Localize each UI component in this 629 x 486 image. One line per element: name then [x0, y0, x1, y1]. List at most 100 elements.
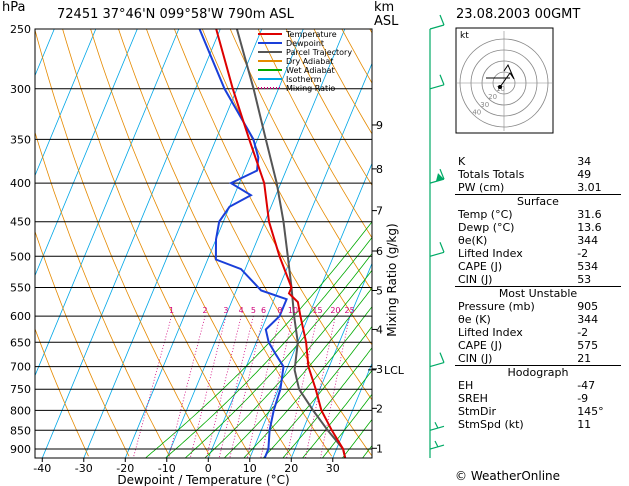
stat-label: Pressure (mb): [458, 300, 535, 313]
weatheronline-credit: © WeatherOnline: [455, 469, 561, 483]
stat-value: -2: [577, 247, 589, 260]
stat-label: CAPE (J): [458, 339, 503, 352]
stat-label: StmSpd (kt): [458, 418, 524, 431]
stat-label: θe(K): [458, 234, 488, 247]
pressure-tick-label: 300: [10, 83, 31, 96]
stat-value: 53: [577, 273, 592, 286]
wet-adiabat-line: [165, 236, 372, 458]
km-tick-label: 2: [376, 402, 383, 415]
dry-adiabat-line: [35, 29, 211, 457]
stat-label: θe (K): [458, 313, 491, 326]
wet-adiabat-line: [243, 306, 372, 458]
stat-value: 534: [577, 260, 599, 273]
hodograph-section-title: Hodograph: [455, 365, 621, 379]
wind-barb-staff: [429, 444, 445, 450]
stat-value: 34: [577, 155, 592, 168]
wind-barb: [429, 440, 445, 450]
dry-adiabat-line: [118, 29, 333, 457]
pressure-tick-label: 550: [10, 282, 31, 295]
mixing-ratio-label: 25: [345, 306, 355, 315]
sounding-datetime: 23.08.2003 00GMT: [456, 7, 581, 22]
wind-barb-pennant: [436, 173, 444, 182]
wet-adiabat-line: [184, 252, 372, 458]
stat-label: CAPE (J): [458, 260, 503, 273]
km-unit-label: km: [374, 0, 395, 15]
km-tick-label: 6: [376, 245, 383, 258]
wind-barb-feather: [439, 14, 445, 26]
stat-value: 21: [577, 352, 592, 365]
plot-frame: [34, 28, 373, 459]
legend-label: Wet Adiabat: [286, 66, 335, 75]
mixing-ratio-line: [168, 315, 206, 458]
dry-adiabat-line: [62, 29, 251, 457]
x-tick-label: 10: [243, 462, 257, 475]
wind-barb-staff: [429, 178, 445, 184]
mixing-ratio-line: [132, 315, 172, 458]
stability-indices-table: K 34 Totals Totals 49 PW (cm) 3.01 Surface …: [455, 155, 621, 431]
stat-label: PW (cm): [458, 181, 505, 194]
wind-barb-feather: [439, 242, 445, 253]
wind-barb: [429, 74, 445, 90]
pressure-tick-label: 400: [10, 177, 31, 190]
km-tick-label: 1: [376, 442, 383, 455]
km-tick-label: 8: [376, 163, 383, 176]
isotherm-line: [41, 29, 221, 458]
station-info: 72451 37°46'N 099°58'W 790m ASL: [57, 7, 294, 22]
wind-barb: [429, 168, 445, 184]
mixing-ratio-line: [260, 316, 294, 458]
stat-label: CIN (J): [458, 352, 493, 365]
mixing-ratio-axis-label: Mixing Ratio (g/kg): [385, 223, 399, 336]
mixing-ratio-label: 20: [330, 306, 340, 315]
dry-adiabat-line: [229, 29, 372, 292]
mixing-ratio-label: 10: [288, 306, 298, 315]
dry-adiabat-line: [285, 29, 372, 187]
stat-label: SREH: [458, 392, 488, 405]
wind-barb: [429, 14, 445, 30]
stat-value: 31.6: [577, 208, 602, 221]
wet-adiabat-line: [204, 269, 372, 458]
isotherm-line: [35, 29, 180, 377]
isotherm-line: [249, 162, 372, 458]
dry-adiabat-line: [257, 29, 372, 239]
hpa-unit-label: hPa: [2, 0, 26, 15]
temperature-line: [215, 29, 347, 458]
pressure-tick-label: 500: [10, 250, 31, 263]
mixing-ratio-label: 1: [169, 306, 174, 315]
wind-barb-feather: [439, 168, 445, 180]
mixing-ratio-label: 4: [239, 306, 244, 315]
wind-barb-feather: [439, 74, 445, 86]
isotherm-line: [35, 29, 138, 277]
km-tick-label: 7: [376, 205, 383, 218]
stat-value: 575: [577, 339, 599, 352]
wind-barb: [429, 422, 445, 431]
stat-value: -9: [577, 392, 589, 405]
dry-adiabat-line: [174, 29, 372, 401]
stat-value: 905: [577, 300, 599, 313]
wind-barb-staff: [429, 84, 445, 90]
pressure-tick-label: 700: [10, 361, 31, 374]
stat-value: 13.6: [577, 221, 602, 234]
pressure-tick-label: 650: [10, 336, 31, 349]
x-tick-label: -20: [116, 462, 134, 475]
stat-value: 344: [577, 234, 599, 247]
stat-label: Lifted Index: [458, 247, 523, 260]
isotherm-line: [124, 29, 304, 458]
pressure-tick-label: 900: [10, 443, 31, 456]
wind-barb: [429, 352, 445, 368]
dry-adiabat-line: [90, 29, 292, 457]
stat-value: 3.01: [577, 181, 602, 194]
asl-unit-label: ASL: [374, 14, 399, 29]
mixing-ratio-label: 3: [223, 306, 228, 315]
hodograph-unit-label: kt: [460, 31, 469, 41]
hodograph-ring-label: 40: [472, 109, 481, 117]
stat-label: EH: [458, 379, 474, 392]
wind-barb-feather: [439, 352, 445, 363]
mixing-ratio-label: 6: [261, 306, 266, 315]
x-tick-label: 0: [205, 462, 212, 475]
wind-barb-staff: [429, 425, 445, 431]
dry-adiabat-line: [35, 230, 130, 457]
km-tick-label: 3: [376, 363, 383, 376]
pressure-tick-label: 350: [10, 133, 31, 146]
wet-adiabat-line: [322, 393, 372, 458]
